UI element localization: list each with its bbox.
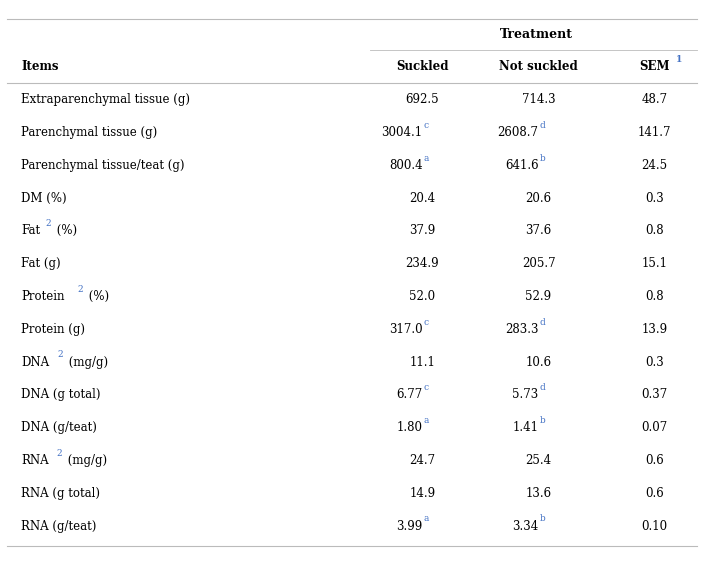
- Text: 141.7: 141.7: [638, 126, 672, 139]
- Text: 37.6: 37.6: [525, 224, 552, 237]
- Text: 692.5: 692.5: [406, 93, 439, 106]
- Text: 20.4: 20.4: [409, 191, 436, 204]
- Text: 11.1: 11.1: [410, 356, 435, 369]
- Text: 0.10: 0.10: [641, 519, 668, 532]
- Text: a: a: [424, 154, 429, 163]
- Text: (%): (%): [53, 224, 77, 237]
- Text: d: d: [540, 121, 546, 130]
- Text: 5.73: 5.73: [513, 389, 539, 402]
- Text: DNA (g/teat): DNA (g/teat): [21, 421, 97, 434]
- Text: 52.0: 52.0: [409, 290, 436, 303]
- Text: 3.34: 3.34: [513, 519, 539, 532]
- Text: 37.9: 37.9: [409, 224, 436, 237]
- Text: 1: 1: [676, 55, 682, 64]
- Text: 234.9: 234.9: [406, 257, 439, 270]
- Text: RNA (g total): RNA (g total): [21, 487, 100, 500]
- Text: Not suckled: Not suckled: [499, 60, 578, 73]
- Text: 3.99: 3.99: [396, 519, 422, 532]
- Text: d: d: [540, 318, 546, 326]
- Text: Items: Items: [21, 60, 58, 73]
- Text: 24.5: 24.5: [641, 158, 668, 172]
- Text: 24.7: 24.7: [409, 454, 436, 467]
- Text: 2: 2: [46, 219, 51, 228]
- Text: 317.0: 317.0: [389, 323, 422, 336]
- Text: 0.8: 0.8: [646, 290, 664, 303]
- Text: 205.7: 205.7: [522, 257, 555, 270]
- Text: 20.6: 20.6: [525, 191, 552, 204]
- Text: (mg/g): (mg/g): [64, 454, 107, 467]
- Text: c: c: [424, 318, 429, 326]
- Text: Protein (g): Protein (g): [21, 323, 85, 336]
- Text: 15.1: 15.1: [642, 257, 667, 270]
- Text: (%): (%): [84, 290, 108, 303]
- Text: 1.80: 1.80: [396, 421, 422, 434]
- Text: 0.37: 0.37: [641, 389, 668, 402]
- Text: 6.77: 6.77: [396, 389, 422, 402]
- Text: a: a: [424, 514, 429, 524]
- Text: Parenchymal tissue (g): Parenchymal tissue (g): [21, 126, 158, 139]
- Text: 2: 2: [77, 285, 83, 294]
- Text: 13.9: 13.9: [641, 323, 668, 336]
- Text: Suckled: Suckled: [396, 60, 448, 73]
- Text: d: d: [540, 383, 546, 392]
- Text: 800.4: 800.4: [389, 158, 422, 172]
- Text: b: b: [540, 416, 546, 425]
- Text: RNA (g/teat): RNA (g/teat): [21, 519, 96, 532]
- Text: (mg/g): (mg/g): [65, 356, 108, 369]
- Text: Fat (g): Fat (g): [21, 257, 61, 270]
- Text: Treatment: Treatment: [501, 28, 573, 41]
- Text: 0.07: 0.07: [641, 421, 668, 434]
- Text: b: b: [540, 154, 546, 163]
- Text: 714.3: 714.3: [522, 93, 555, 106]
- Text: 0.3: 0.3: [646, 191, 664, 204]
- Text: RNA: RNA: [21, 454, 49, 467]
- Text: Extraparenchymal tissue (g): Extraparenchymal tissue (g): [21, 93, 190, 106]
- Text: 283.3: 283.3: [505, 323, 539, 336]
- Text: Parenchymal tissue/teat (g): Parenchymal tissue/teat (g): [21, 158, 184, 172]
- Text: c: c: [424, 383, 429, 392]
- Text: 48.7: 48.7: [641, 93, 668, 106]
- Text: 641.6: 641.6: [505, 158, 539, 172]
- Text: 13.6: 13.6: [525, 487, 552, 500]
- Text: 14.9: 14.9: [409, 487, 436, 500]
- Text: SEM: SEM: [639, 60, 670, 73]
- Text: a: a: [424, 416, 429, 425]
- Text: 1.41: 1.41: [513, 421, 539, 434]
- Text: Fat: Fat: [21, 224, 40, 237]
- Text: DNA (g total): DNA (g total): [21, 389, 101, 402]
- Text: DM (%): DM (%): [21, 191, 67, 204]
- Text: b: b: [540, 514, 546, 524]
- Text: 3004.1: 3004.1: [382, 126, 422, 139]
- Text: c: c: [424, 121, 429, 130]
- Text: DNA: DNA: [21, 356, 49, 369]
- Text: 2608.7: 2608.7: [498, 126, 539, 139]
- Text: 0.8: 0.8: [646, 224, 664, 237]
- Text: 0.6: 0.6: [646, 487, 664, 500]
- Text: 25.4: 25.4: [525, 454, 552, 467]
- Text: 2: 2: [58, 350, 63, 359]
- Text: 0.3: 0.3: [646, 356, 664, 369]
- Text: 10.6: 10.6: [525, 356, 552, 369]
- Text: Protein: Protein: [21, 290, 65, 303]
- Text: 0.6: 0.6: [646, 454, 664, 467]
- Text: 2: 2: [57, 448, 63, 458]
- Text: 52.9: 52.9: [525, 290, 552, 303]
